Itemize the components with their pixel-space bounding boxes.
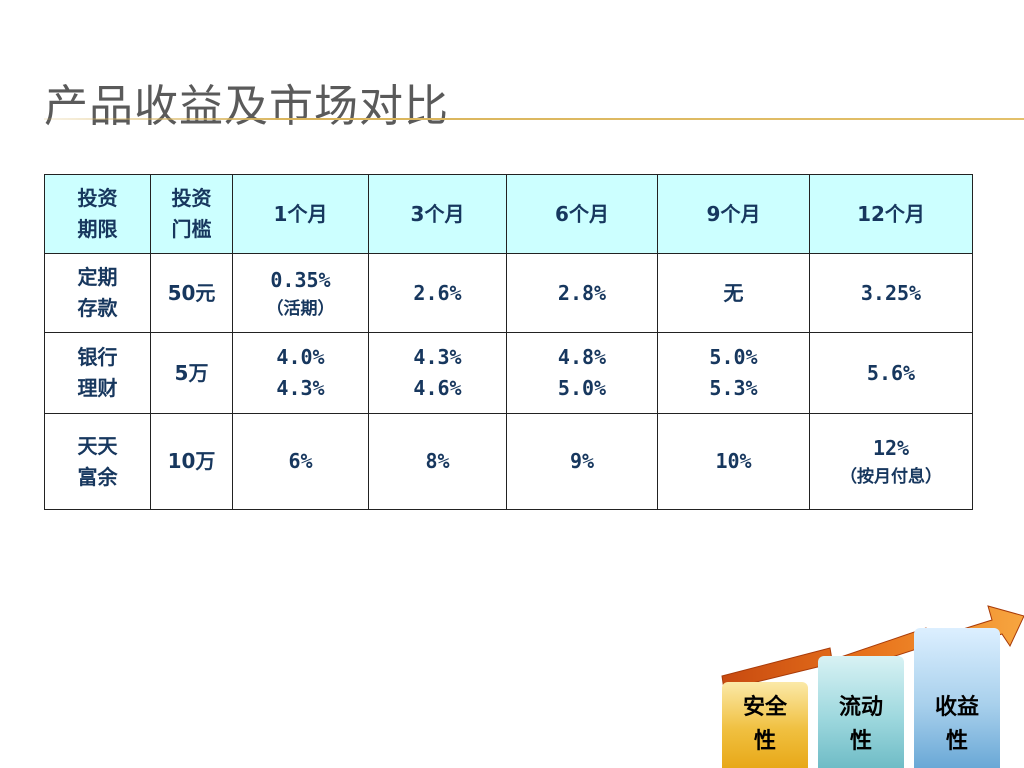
cell-3m: 4.3% 4.6% bbox=[368, 332, 507, 414]
pillar-returns: 收益 性 bbox=[914, 628, 1000, 768]
header-term: 投资 期限 bbox=[44, 174, 151, 254]
row-threshold: 50元 bbox=[150, 253, 233, 333]
row-name: 银行 理财 bbox=[44, 332, 151, 414]
cell-1m: 4.0% 4.3% bbox=[232, 332, 369, 414]
header-threshold: 投资 门槛 bbox=[150, 174, 233, 254]
cell-12m: 5.6% bbox=[809, 332, 973, 414]
cell-6m: 4.8% 5.0% bbox=[506, 332, 658, 414]
row-name: 定期 存款 bbox=[44, 253, 151, 333]
table-header-row: 投资 期限 投资 门槛 1个月 3个月 6个月 9个月 12个月 bbox=[44, 174, 973, 254]
row-name: 天天 富余 bbox=[44, 413, 151, 510]
title-divider bbox=[44, 118, 1024, 120]
cell-6m: 9% bbox=[506, 413, 658, 510]
header-period-3m: 3个月 bbox=[368, 174, 507, 254]
cell-1m: 0.35% （活期） bbox=[232, 253, 369, 333]
header-period-9m: 9个月 bbox=[657, 174, 810, 254]
cell-3m: 8% bbox=[368, 413, 507, 510]
cell-3m: 2.6% bbox=[368, 253, 507, 333]
cell-9m: 10% bbox=[657, 413, 810, 510]
cell-1m: 6% bbox=[232, 413, 369, 510]
header-period-12m: 12个月 bbox=[809, 174, 973, 254]
table-row: 银行 理财 5万 4.0% 4.3% 4.3% 4.6% 4.8% 5.0% 5… bbox=[44, 332, 973, 414]
row-threshold: 10万 bbox=[150, 413, 233, 510]
cell-9m: 5.0% 5.3% bbox=[657, 332, 810, 414]
comparison-table: 投资 期限 投资 门槛 1个月 3个月 6个月 9个月 12个月 定期 存款 5… bbox=[44, 174, 973, 510]
header-period-1m: 1个月 bbox=[232, 174, 369, 254]
growth-graphic: 安全 性 流动 性 收益 性 bbox=[712, 598, 1024, 768]
header-period-6m: 6个月 bbox=[506, 174, 658, 254]
table-row: 定期 存款 50元 0.35% （活期） 2.6% 2.8% 无 3.25% bbox=[44, 253, 973, 333]
cell-12m: 3.25% bbox=[809, 253, 973, 333]
table-row-highlight: 天天 富余 10万 6% 8% 9% 10% 12% （按月付息） bbox=[44, 413, 973, 510]
row-threshold: 5万 bbox=[150, 332, 233, 414]
page-title: 产品收益及市场对比 bbox=[44, 81, 449, 132]
cell-9m: 无 bbox=[657, 253, 810, 333]
pillar-liquidity: 流动 性 bbox=[818, 656, 904, 768]
cell-12m: 12% （按月付息） bbox=[809, 413, 973, 510]
cell-6m: 2.8% bbox=[506, 253, 658, 333]
pillar-safety: 安全 性 bbox=[722, 682, 808, 768]
